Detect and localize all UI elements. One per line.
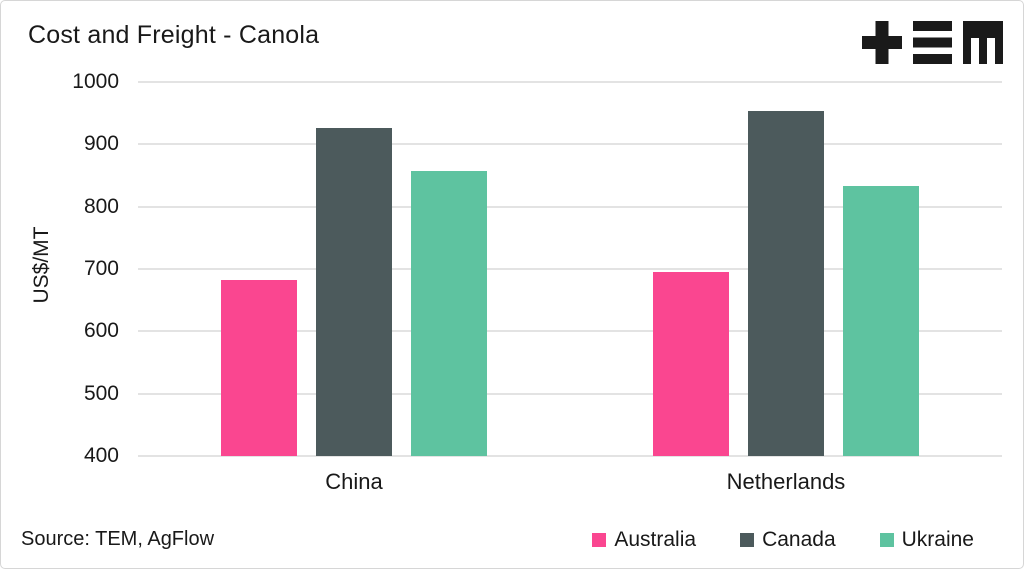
legend-swatch-australia-icon xyxy=(592,533,607,547)
plus-icon xyxy=(862,21,902,64)
triple-bar-icon xyxy=(913,21,952,64)
y-tick-label-800: 800 xyxy=(83,194,119,218)
m-glyph-icon xyxy=(963,21,1003,64)
gridline-800 xyxy=(138,205,1002,208)
y-tick-label-900: 900 xyxy=(83,132,119,156)
gridline-700 xyxy=(138,268,1002,270)
bar-series-container xyxy=(138,82,1002,456)
bar-group-china xyxy=(138,82,570,456)
chart-title: Cost and Freight - Canola xyxy=(28,21,320,49)
legend-label-australia: Australia xyxy=(614,528,697,551)
bar-canada-netherlands xyxy=(748,111,824,456)
y-tick-label-700: 700 xyxy=(83,257,119,280)
legend-swatch-ukraine-icon xyxy=(879,533,894,547)
y-axis-ticks: 400 500 600 700 800 900 1000 xyxy=(1,70,119,467)
legend-swatch-canada-icon xyxy=(740,533,755,547)
gridline-500 xyxy=(138,392,1002,395)
y-tick-label-400: 400 xyxy=(83,444,119,467)
tem-logo-icon xyxy=(862,21,1003,64)
bar-group-netherlands xyxy=(570,82,1002,456)
bar-ukraine-netherlands xyxy=(843,186,919,456)
gridline-400 xyxy=(138,455,1002,457)
gridline-600 xyxy=(138,330,1002,333)
y-tick-label-600: 600 xyxy=(83,319,119,343)
bar-australia-netherlands xyxy=(653,272,729,456)
legend-item-canada: Canada xyxy=(740,528,836,552)
x-axis-label-china: China xyxy=(325,469,383,494)
plot-area xyxy=(138,81,1002,457)
bar-ukraine-china xyxy=(411,170,487,456)
legend-label-ukraine: Ukraine xyxy=(901,528,974,551)
y-tick-label-1000: 1000 xyxy=(72,70,119,93)
gridline-1000 xyxy=(138,81,1002,83)
bar-australia-china xyxy=(221,280,297,456)
gridline-900 xyxy=(138,143,1002,146)
y-tick-label-500: 500 xyxy=(83,381,119,405)
legend: Australia Canada Ukraine xyxy=(592,528,974,552)
x-axis-label-netherlands: Netherlands xyxy=(726,469,846,494)
x-axis-labels: China Netherlands xyxy=(138,469,1002,495)
legend-label-canada: Canada xyxy=(762,528,836,551)
legend-item-australia: Australia xyxy=(592,528,696,552)
source-note: Source: TEM, AgFlow xyxy=(21,528,215,550)
legend-item-ukraine: Ukraine xyxy=(879,528,974,552)
bar-canada-china xyxy=(316,128,392,456)
